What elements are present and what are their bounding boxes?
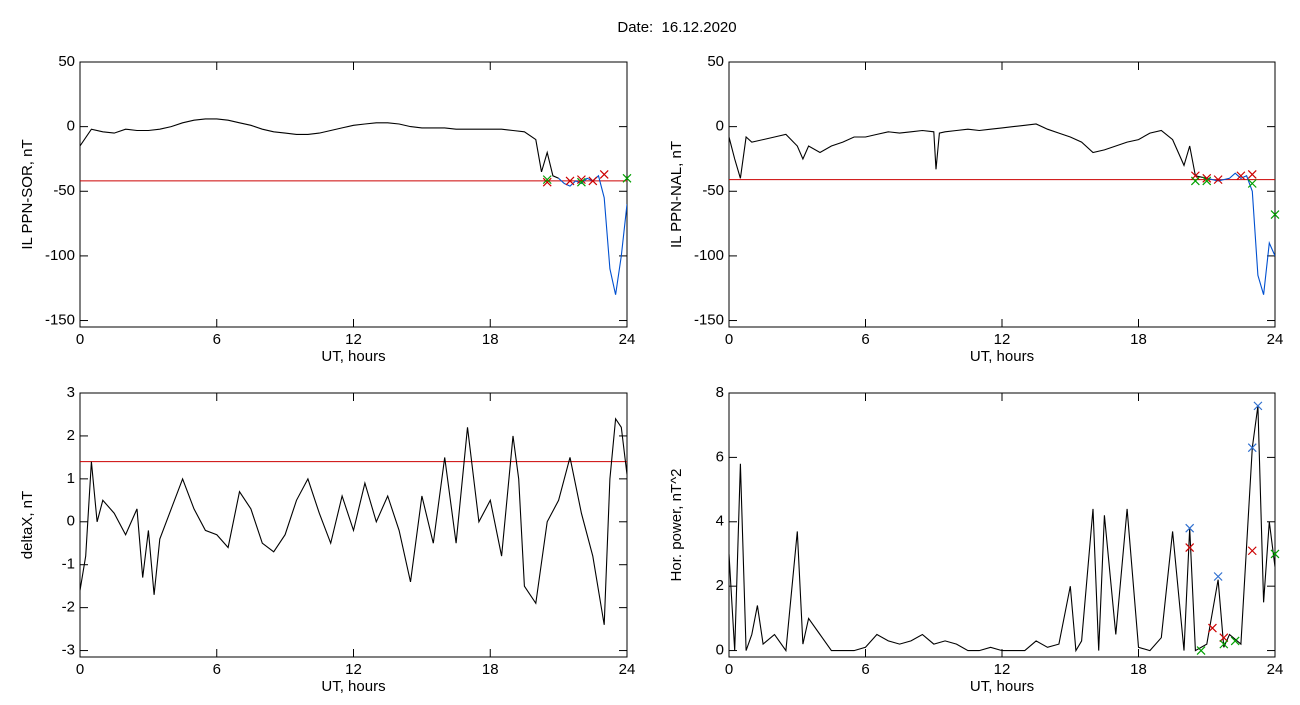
y-tick-label: -150 bbox=[45, 312, 75, 329]
cross-marker bbox=[1208, 623, 1217, 633]
x-tick-label: 0 bbox=[725, 661, 733, 678]
plot-area bbox=[729, 405, 1275, 653]
x-tick-label: 0 bbox=[76, 331, 84, 348]
x-tick-label: 18 bbox=[482, 661, 499, 678]
x-tick-label: 24 bbox=[619, 661, 636, 678]
cross-marker bbox=[1190, 176, 1200, 186]
y-tick-label: 0 bbox=[67, 513, 75, 530]
plot-frame bbox=[728, 61, 1276, 328]
y-axis-label: deltaX, nT bbox=[19, 491, 36, 559]
x-tick-label: 0 bbox=[76, 661, 84, 678]
plot-area bbox=[80, 118, 627, 295]
y-tick-label: 50 bbox=[707, 53, 724, 70]
y-tick-label: 8 bbox=[716, 384, 724, 401]
data-line bbox=[729, 123, 1207, 179]
cross-marker bbox=[622, 173, 632, 183]
x-tick-label: 24 bbox=[1267, 331, 1284, 348]
plot-area bbox=[729, 123, 1275, 295]
x-tick-label: 6 bbox=[861, 331, 869, 348]
panel: 0 6 12 18 24 -150 -100 -50 0 50 UT, hours IL PPN-SO… bbox=[19, 53, 635, 365]
cross-marker bbox=[1236, 171, 1246, 181]
cross-marker bbox=[1270, 210, 1280, 219]
x-tick-label: 18 bbox=[1130, 331, 1147, 348]
cross-marker bbox=[1202, 173, 1212, 183]
panel: 0 6 12 18 24 -150 -100 -50 0 50 UT, hours IL PPN-NA… bbox=[668, 53, 1283, 365]
cross-marker bbox=[1202, 176, 1212, 186]
cross-marker bbox=[1270, 549, 1280, 559]
figure-title: Date: 16.12.2020 bbox=[617, 19, 736, 36]
cross-marker bbox=[576, 177, 586, 187]
cross-marker bbox=[1219, 633, 1229, 643]
x-tick-label: 18 bbox=[1130, 661, 1147, 678]
x-tick-label: 6 bbox=[861, 661, 869, 678]
y-tick-label: -50 bbox=[702, 182, 724, 199]
x-tick-label: 12 bbox=[994, 331, 1011, 348]
cross-marker bbox=[1213, 175, 1223, 185]
y-axis-label: Hor. power, nT^2 bbox=[668, 469, 685, 582]
y-axis-label: IL PPN-NAL, nT bbox=[668, 141, 685, 248]
plot-frame bbox=[79, 392, 628, 658]
x-tick-label: 18 bbox=[482, 331, 499, 348]
data-line bbox=[729, 405, 1275, 653]
y-tick-label: 1 bbox=[67, 470, 75, 487]
y-tick-label: 6 bbox=[716, 448, 724, 465]
data-line bbox=[1206, 172, 1275, 295]
cross-marker bbox=[1247, 170, 1257, 179]
x-axis-label: UT, hours bbox=[321, 678, 385, 695]
x-tick-label: 6 bbox=[213, 661, 221, 678]
x-axis-label: UT, hours bbox=[321, 348, 385, 365]
cross-marker bbox=[599, 170, 609, 179]
y-tick-label: -2 bbox=[62, 599, 75, 616]
cross-marker bbox=[1247, 179, 1257, 188]
x-tick-label: 24 bbox=[1267, 661, 1284, 678]
y-tick-label: 3 bbox=[67, 384, 75, 401]
cross-marker bbox=[1185, 523, 1195, 533]
y-tick-label: 2 bbox=[716, 577, 724, 594]
y-tick-label: 2 bbox=[67, 427, 75, 444]
x-tick-label: 24 bbox=[619, 331, 636, 348]
cross-marker bbox=[1247, 443, 1257, 453]
cross-marker bbox=[542, 177, 552, 187]
x-axis-label: UT, hours bbox=[970, 348, 1034, 365]
plot-frame bbox=[79, 61, 628, 328]
y-tick-label: 4 bbox=[716, 513, 724, 530]
y-tick-label: -100 bbox=[45, 247, 75, 264]
x-tick-label: 6 bbox=[213, 331, 221, 348]
cross-marker bbox=[542, 175, 552, 185]
y-tick-label: -50 bbox=[53, 182, 75, 199]
cross-marker bbox=[1230, 636, 1240, 646]
cross-marker bbox=[1213, 572, 1223, 581]
y-tick-label: -100 bbox=[694, 247, 724, 264]
cross-marker bbox=[1196, 646, 1206, 655]
x-tick-label: 12 bbox=[345, 331, 362, 348]
y-tick-label: -3 bbox=[62, 642, 75, 659]
cross-marker bbox=[1185, 543, 1195, 552]
y-tick-label: -1 bbox=[62, 556, 75, 573]
y-tick-label: 0 bbox=[67, 118, 75, 135]
x-tick-label: 0 bbox=[725, 331, 733, 348]
x-tick-label: 12 bbox=[345, 661, 362, 678]
cross-marker bbox=[576, 175, 586, 185]
y-tick-label: -150 bbox=[694, 312, 724, 329]
y-tick-label: 0 bbox=[716, 642, 724, 659]
data-line bbox=[558, 174, 627, 295]
y-tick-label: 0 bbox=[716, 118, 724, 135]
y-axis-label: IL PPN-SOR, nT bbox=[19, 139, 36, 249]
y-tick-label: 50 bbox=[58, 53, 75, 70]
cross-marker bbox=[1247, 546, 1257, 556]
x-tick-label: 12 bbox=[994, 661, 1011, 678]
cross-marker bbox=[1253, 401, 1263, 411]
plot-area bbox=[80, 417, 627, 625]
x-axis-label: UT, hours bbox=[970, 678, 1034, 695]
data-line bbox=[80, 417, 627, 625]
cross-marker bbox=[565, 176, 575, 186]
cross-marker bbox=[588, 176, 598, 186]
cross-marker bbox=[1219, 639, 1229, 649]
data-line bbox=[80, 118, 559, 179]
